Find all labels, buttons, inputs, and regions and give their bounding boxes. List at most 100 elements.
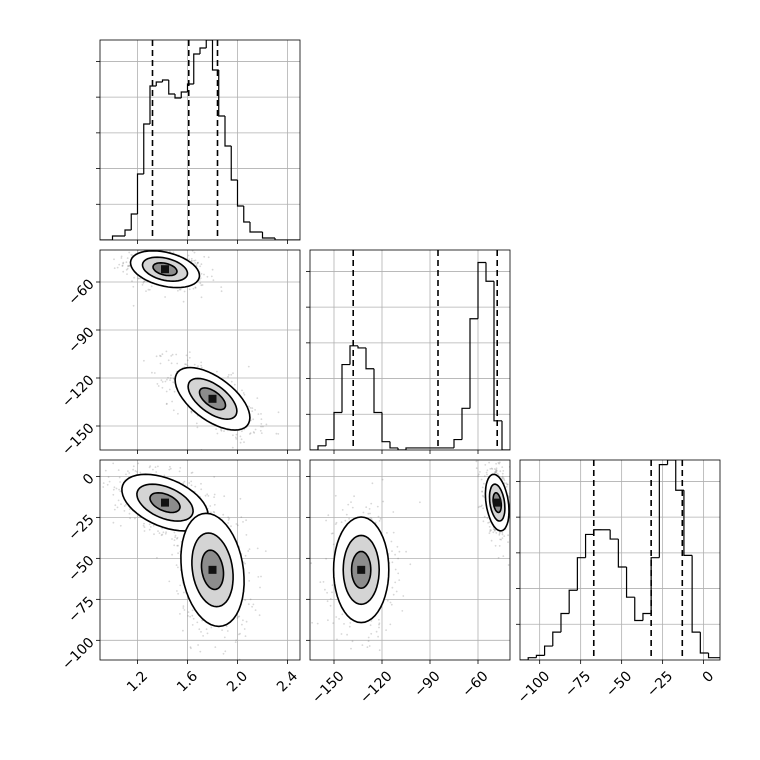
histogram-bin bbox=[365, 347, 374, 370]
sample-point bbox=[326, 600, 329, 603]
sample-point bbox=[251, 410, 254, 413]
sample-point bbox=[154, 466, 157, 468]
sample-point bbox=[213, 503, 216, 506]
sample-point bbox=[153, 533, 155, 536]
sample-point bbox=[162, 248, 164, 250]
sample-point bbox=[243, 393, 246, 396]
sample-point bbox=[177, 544, 180, 547]
sample-point bbox=[200, 366, 203, 369]
sample-point bbox=[419, 501, 421, 504]
histogram-bin bbox=[205, 40, 213, 48]
sample-point bbox=[168, 468, 171, 471]
sample-point bbox=[177, 566, 179, 569]
sample-point bbox=[236, 524, 239, 527]
sample-point bbox=[394, 553, 396, 556]
histogram-bin bbox=[199, 47, 207, 54]
sample-point bbox=[212, 510, 215, 513]
sample-point bbox=[194, 287, 197, 289]
sample-point bbox=[259, 429, 262, 432]
sample-point bbox=[326, 591, 328, 594]
sample-point bbox=[187, 615, 189, 617]
sample-point bbox=[148, 466, 151, 469]
sample-point bbox=[334, 523, 337, 525]
histogram-bin bbox=[642, 612, 652, 621]
sample-point bbox=[197, 365, 199, 367]
sample-point bbox=[248, 405, 250, 408]
sample-point bbox=[353, 495, 355, 498]
sample-point bbox=[159, 354, 161, 357]
sample-point bbox=[397, 572, 400, 575]
sample-point bbox=[213, 511, 216, 514]
x-tick-label: −60 bbox=[459, 668, 491, 700]
sample-point bbox=[231, 446, 234, 449]
sample-point bbox=[349, 622, 352, 624]
sample-point bbox=[377, 515, 380, 518]
histogram-bin bbox=[243, 206, 250, 223]
histogram-bin bbox=[691, 555, 701, 633]
sample-point bbox=[194, 286, 197, 289]
sample-point bbox=[204, 494, 207, 497]
sample-point bbox=[193, 363, 196, 366]
sample-point bbox=[499, 457, 501, 459]
sample-point bbox=[129, 517, 132, 520]
sample-point bbox=[222, 513, 225, 516]
sample-point bbox=[206, 632, 209, 635]
sample-point bbox=[490, 467, 493, 470]
histogram-bin bbox=[341, 363, 350, 413]
sample-point bbox=[260, 425, 262, 428]
sample-point bbox=[331, 591, 333, 594]
sample-point bbox=[222, 652, 225, 655]
sample-point bbox=[186, 364, 189, 367]
sample-point bbox=[191, 614, 194, 617]
sample-point bbox=[247, 603, 250, 606]
sample-point bbox=[490, 539, 493, 542]
sample-point bbox=[475, 467, 478, 470]
sample-point bbox=[505, 482, 508, 485]
sample-point bbox=[503, 478, 505, 480]
sample-point bbox=[200, 361, 203, 364]
sample-point bbox=[390, 603, 393, 606]
sample-point bbox=[117, 499, 120, 502]
sample-point bbox=[242, 457, 244, 459]
sample-point bbox=[325, 557, 327, 560]
sample-point bbox=[507, 541, 509, 543]
sample-point bbox=[351, 506, 354, 509]
sample-point bbox=[183, 480, 186, 483]
sample-point bbox=[381, 478, 384, 481]
sample-point bbox=[173, 544, 176, 547]
sample-point bbox=[234, 641, 237, 643]
histogram-bin bbox=[593, 529, 602, 535]
sample-point bbox=[200, 296, 203, 299]
sample-point bbox=[385, 629, 387, 631]
sample-point bbox=[236, 617, 239, 619]
sample-point bbox=[215, 428, 218, 430]
sample-point bbox=[150, 285, 153, 288]
sample-point bbox=[511, 524, 513, 526]
sample-point bbox=[368, 508, 371, 510]
sample-point bbox=[200, 272, 203, 275]
sample-point bbox=[182, 629, 184, 632]
sample-point bbox=[199, 277, 202, 279]
sample-point bbox=[259, 586, 261, 589]
sample-point bbox=[477, 475, 479, 478]
sample-point bbox=[207, 495, 210, 497]
sample-point bbox=[191, 471, 194, 474]
sample-point bbox=[186, 359, 189, 362]
sample-point bbox=[262, 425, 264, 428]
sample-point bbox=[493, 468, 496, 470]
panel-hist-0 bbox=[96, 39, 301, 244]
sample-point bbox=[128, 512, 131, 515]
sample-point bbox=[370, 632, 373, 635]
sample-point bbox=[177, 412, 179, 415]
sample-point bbox=[506, 483, 509, 486]
sample-point bbox=[227, 375, 230, 378]
sample-point bbox=[107, 476, 110, 478]
histogram-bin bbox=[617, 539, 627, 568]
sample-point bbox=[488, 461, 490, 464]
histogram-bin bbox=[261, 232, 275, 239]
sample-point bbox=[409, 563, 412, 566]
sample-point bbox=[108, 480, 111, 483]
panel-2d-2: −150 −120 −90 −60 bbox=[306, 457, 513, 707]
sample-point bbox=[394, 581, 397, 584]
